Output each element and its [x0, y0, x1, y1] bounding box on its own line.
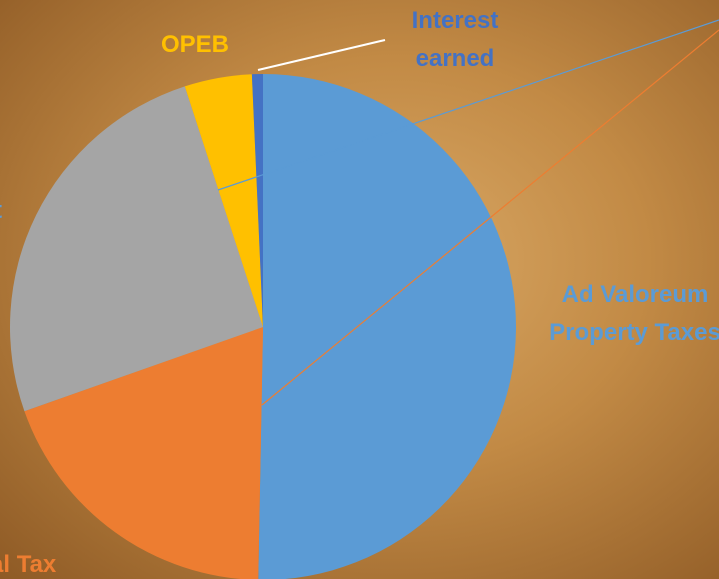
- leader-line: [258, 40, 385, 70]
- chart: Ad Valoreum Property Taxes cial Tax t OP…: [0, 0, 719, 579]
- slice-label: Interest earned: [395, 2, 515, 78]
- slice-label: t: [0, 192, 24, 230]
- slice-label: OPEB: [150, 26, 240, 64]
- slice-label: cial Tax: [0, 546, 110, 579]
- pie-slice: [258, 74, 516, 579]
- slice-label: Ad Valoreum Property Taxes: [540, 276, 719, 352]
